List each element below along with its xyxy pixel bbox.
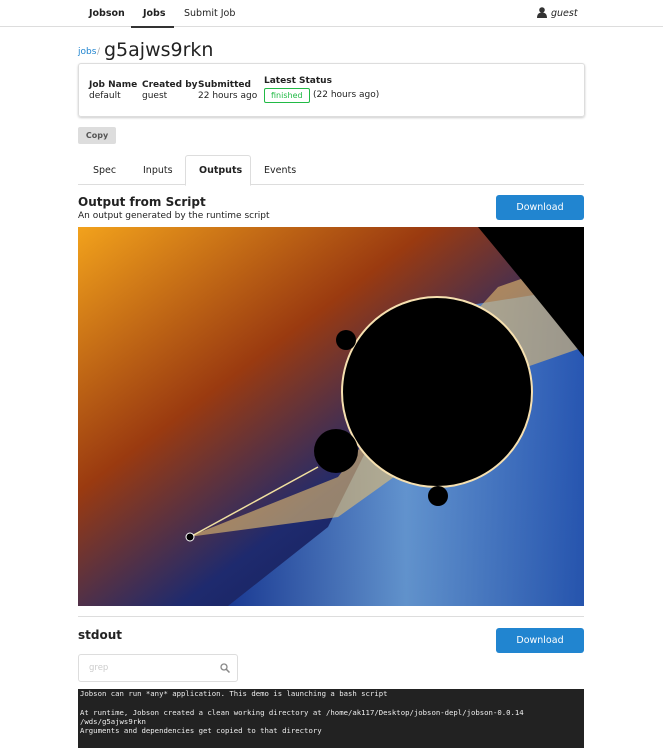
field-value: 22 hours ago [198, 91, 258, 101]
search-icon [220, 663, 230, 673]
brand[interactable]: Jobson [89, 8, 125, 19]
stdout-line: Arguments and dependencies get copied to… [80, 726, 322, 735]
download-button[interactable]: Download [496, 195, 584, 220]
divider [78, 616, 584, 617]
nav-link[interactable]: Jobs [143, 8, 166, 19]
stdout-title: stdout [78, 628, 122, 642]
tab[interactable]: Outputs [199, 165, 243, 176]
placeholder: grep [89, 663, 109, 673]
field-value: default [89, 91, 121, 101]
output-title: Output from Script [78, 195, 206, 209]
copy-button[interactable]: Copy [78, 127, 116, 144]
user-icon [537, 7, 547, 18]
breadcrumb-sep: / [97, 47, 101, 57]
tab-line [78, 184, 584, 185]
field-label: Created by [142, 80, 198, 90]
tab[interactable]: Spec [93, 165, 117, 176]
tab[interactable]: Inputs [143, 165, 173, 176]
output-description: An output generated by the runtime scrip… [78, 211, 270, 221]
status-time: (22 hours ago) [313, 90, 380, 100]
terminal [78, 689, 584, 748]
grep-input[interactable]: grep [78, 654, 238, 682]
download-label: Download [516, 202, 564, 213]
status-badge: finished [264, 88, 310, 103]
download-label: Download [516, 635, 564, 646]
field-value: guest [142, 91, 168, 101]
stdout-line: /wds/g5ajws9rkn [80, 717, 146, 726]
user[interactable]: guest [551, 8, 578, 19]
tab[interactable]: Events [264, 165, 297, 176]
status-label: Latest Status [264, 76, 332, 86]
active-tab [185, 155, 251, 186]
breadcrumb-link[interactable]: jobs [78, 47, 97, 57]
download-button[interactable]: Download [496, 628, 584, 653]
stdout-line: At runtime, Jobson created a clean worki… [80, 708, 524, 717]
job-id: g5ajws9rkn [104, 39, 214, 61]
navbar: Jobson Jobs Submit Job guest [0, 0, 663, 28]
field-label: Submitted [198, 80, 251, 90]
output-image [78, 227, 584, 606]
field-label: Job Name [89, 80, 138, 90]
active-nav [131, 0, 174, 28]
stdout-line: Jobson can run *any* application. This d… [80, 689, 388, 698]
nav-link[interactable]: Submit Job [184, 8, 236, 19]
summary-card: Job Name default Created by guest Submit… [78, 63, 585, 117]
